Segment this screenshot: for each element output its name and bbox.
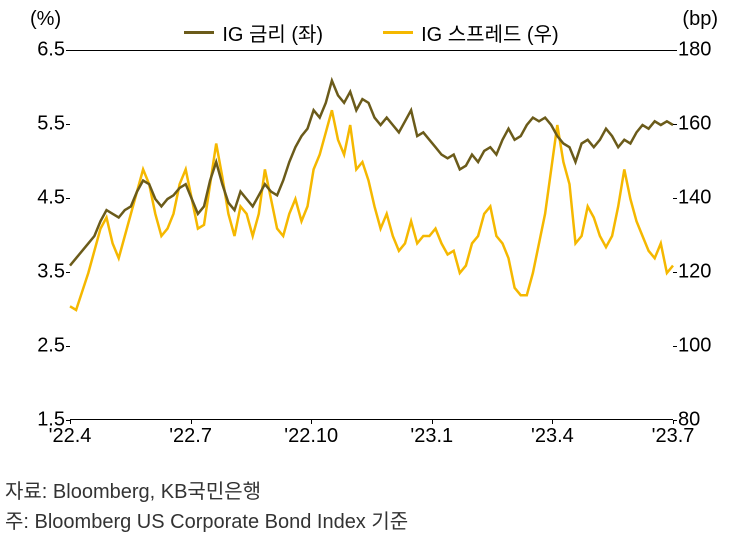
x-tick-label: '23.1	[410, 425, 453, 448]
chart-container: (%) (bp) IG 금리 (좌) IG 스프레드 (우) 1.52.53.5…	[0, 0, 743, 460]
y-tick-right-mark	[673, 346, 677, 347]
y-tick-left-mark	[66, 124, 70, 125]
y-tick-right-mark	[673, 198, 677, 199]
y-tick-left-mark	[66, 50, 70, 51]
chart-lines-svg	[70, 51, 673, 421]
legend-item-rate: IG 금리 (좌)	[184, 18, 323, 47]
y-tick-right-label: 180	[678, 39, 728, 62]
y-tick-left-label: 6.5	[20, 39, 65, 62]
legend-swatch-spread	[383, 31, 413, 34]
y-tick-left-label: 2.5	[20, 335, 65, 358]
footer-source: 자료: Bloomberg, KB국민은행	[5, 475, 261, 504]
chart-legend: IG 금리 (좌) IG 스프레드 (우)	[0, 18, 743, 47]
plot-area	[70, 50, 673, 420]
line-spread	[70, 110, 673, 310]
y-tick-right-mark	[673, 124, 677, 125]
x-tick-label: '23.4	[531, 425, 574, 448]
legend-swatch-rate	[184, 31, 214, 34]
x-tick-label: '22.4	[49, 425, 92, 448]
footer-note: 주: Bloomberg US Corporate Bond Index 기준	[5, 505, 408, 534]
x-tick-mark	[191, 420, 192, 424]
y-tick-right-label: 100	[678, 335, 728, 358]
y-tick-left-mark	[66, 272, 70, 273]
x-tick-mark	[673, 420, 674, 424]
y-tick-right-label: 160	[678, 113, 728, 136]
legend-label-spread: IG 스프레드 (우)	[421, 18, 559, 47]
x-tick-label: '22.10	[284, 425, 338, 448]
y-tick-right-mark	[673, 272, 677, 273]
y-tick-left-label: 5.5	[20, 113, 65, 136]
y-tick-left-mark	[66, 346, 70, 347]
x-tick-label: '22.7	[169, 425, 212, 448]
x-tick-mark	[311, 420, 312, 424]
legend-item-spread: IG 스프레드 (우)	[383, 18, 559, 47]
y-tick-right-label: 140	[678, 187, 728, 210]
y-tick-right-label: 120	[678, 261, 728, 284]
y-tick-left-label: 3.5	[20, 261, 65, 284]
y-tick-right-mark	[673, 50, 677, 51]
x-tick-mark	[70, 420, 71, 424]
legend-label-rate: IG 금리 (좌)	[222, 18, 323, 47]
x-tick-mark	[432, 420, 433, 424]
line-rate	[70, 81, 673, 266]
y-tick-left-mark	[66, 198, 70, 199]
y-tick-left-label: 4.5	[20, 187, 65, 210]
x-tick-label: '23.7	[652, 425, 695, 448]
x-tick-mark	[552, 420, 553, 424]
